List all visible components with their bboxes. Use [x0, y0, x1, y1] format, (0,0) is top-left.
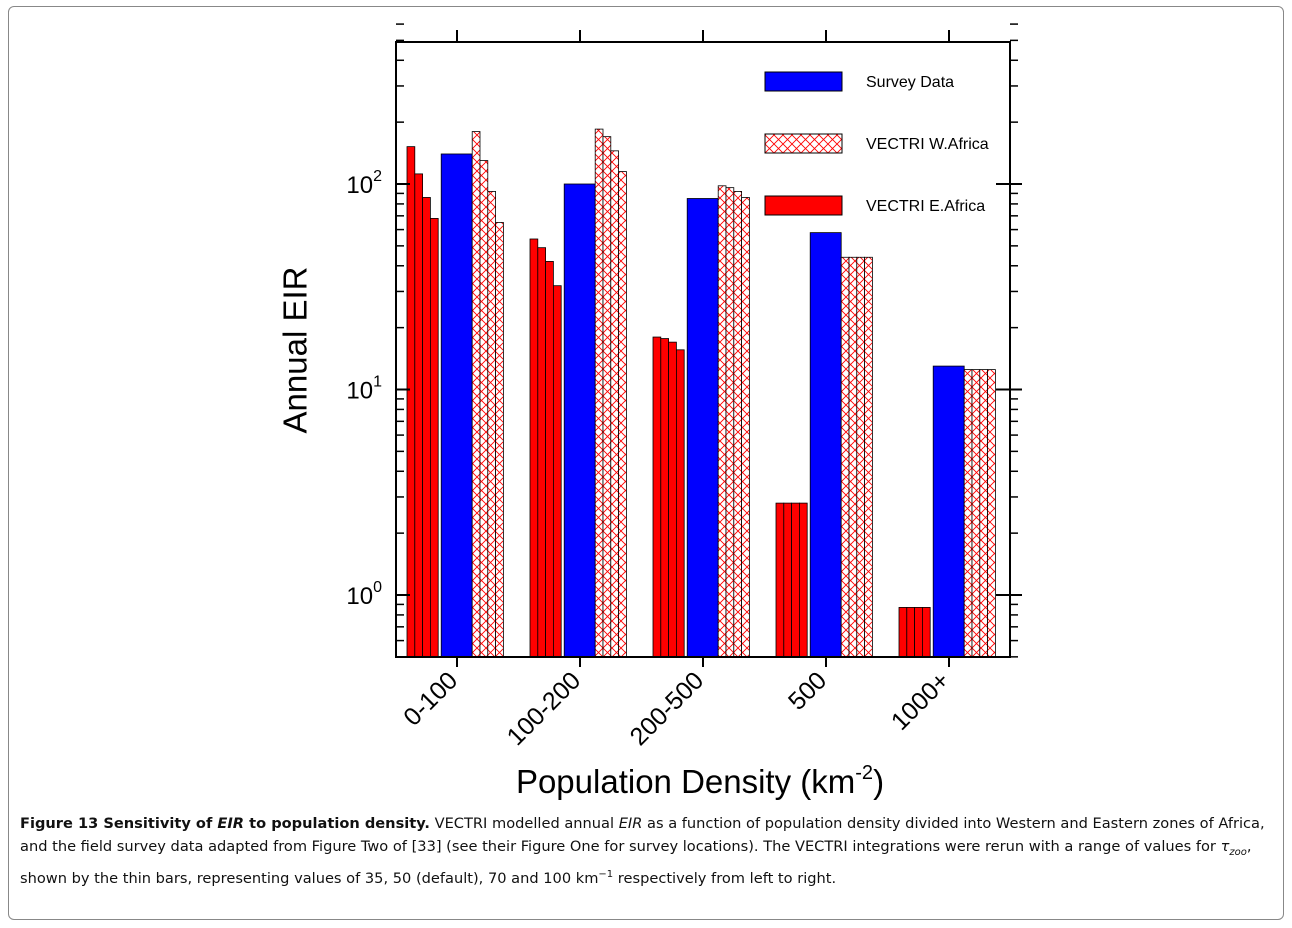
figure-frame [8, 6, 1284, 920]
bar-west-africa-0-100-0 [471, 131, 481, 658]
bar-east-africa-200-500-1 [660, 338, 669, 658]
bar-survey-100-200 [563, 183, 596, 658]
bar-east-africa-0-100-0 [406, 146, 416, 658]
axis-ticks [396, 23, 1022, 667]
bar-west-africa-500-3 [864, 256, 873, 658]
bar-east-africa-500-1 [783, 502, 792, 658]
bar-survey-1000+ [932, 365, 965, 658]
bar-survey-200-500 [686, 198, 719, 658]
bar-west-africa-200-500-0 [717, 185, 727, 658]
legend-swatch-0 [764, 71, 843, 92]
legend-label-2: VECTRI E.Africa [866, 198, 985, 215]
x-tick-label-500: 500 [783, 666, 832, 715]
bar-east-africa-0-100-3 [429, 218, 439, 658]
figure-caption: Figure 13 Sensitivity of EIR to populati… [20, 815, 1265, 887]
bar-east-africa-500-3 [799, 502, 808, 658]
legend: Survey Data VECTRI W.Africa VECTRI E.Afric… [764, 71, 989, 216]
x-axis-label: Population Density (km-2) [516, 762, 884, 800]
bar-west-africa-1000+-0 [963, 369, 973, 658]
bar-east-africa-500-0 [775, 502, 785, 658]
bar-west-africa-100-200-0 [594, 128, 604, 658]
bar-east-africa-100-200-3 [553, 285, 562, 658]
bar-east-africa-1000+-1 [906, 607, 915, 658]
bar-west-africa-200-500-1 [725, 187, 735, 658]
bar-west-africa-100-200-1 [602, 136, 612, 658]
bar-east-africa-1000+-2 [914, 607, 923, 658]
bar-west-africa-200-500-3 [741, 197, 750, 658]
y-tick-label-0: 100 [346, 579, 382, 610]
bar-west-africa-0-100-2 [487, 191, 496, 658]
y-tick-label-1: 101 [346, 374, 382, 405]
legend-swatch-2 [764, 195, 843, 216]
bar-west-africa-500-1 [848, 256, 858, 658]
x-tick-label-1000+: 1000+ [886, 666, 955, 735]
bar-west-africa-100-200-2 [610, 150, 619, 658]
bar-east-africa-1000+-0 [898, 607, 908, 658]
bar-west-africa-100-200-3 [618, 171, 627, 658]
y-tick-label-2: 102 [346, 168, 382, 199]
chart: 100 101 102 0-100 100-200 200-500 500 1000+ Su… [277, 23, 1022, 800]
x-tick-label-200-500: 200-500 [625, 666, 710, 751]
bar-west-africa-0-100-3 [495, 222, 504, 658]
bar-west-africa-0-100-1 [479, 160, 489, 658]
legend-label-0: Survey Data [866, 74, 954, 91]
bar-east-africa-100-200-0 [529, 238, 539, 658]
bars-group [406, 128, 996, 658]
x-tick-labels: 0-100 100-200 200-500 500 1000+ [398, 666, 955, 751]
y-tick-labels: 100 101 102 [346, 168, 382, 610]
bar-east-africa-200-500-3 [676, 349, 685, 658]
bar-survey-0-100 [440, 153, 473, 658]
x-tick-label-0-100: 0-100 [398, 666, 463, 731]
bar-west-africa-500-0 [840, 256, 850, 658]
bar-east-africa-100-200-2 [545, 261, 554, 658]
y-axis-label: Annual EIR [277, 267, 314, 434]
x-tick-label-100-200: 100-200 [502, 666, 587, 751]
bar-east-africa-200-500-0 [652, 336, 662, 658]
bar-east-africa-1000+-3 [922, 607, 931, 658]
bar-east-africa-200-500-2 [668, 341, 677, 658]
bar-east-africa-500-2 [791, 502, 800, 658]
legend-swatch-1 [764, 133, 843, 154]
bar-west-africa-1000+-2 [979, 369, 988, 658]
bar-east-africa-0-100-1 [414, 173, 423, 658]
bar-survey-500 [809, 232, 842, 658]
bar-east-africa-0-100-2 [422, 197, 431, 658]
caption-title: Figure 13 Sensitivity of EIR to populati… [20, 815, 430, 832]
legend-label-1: VECTRI W.Africa [866, 136, 989, 153]
bar-east-africa-100-200-1 [537, 247, 546, 658]
bar-west-africa-1000+-3 [987, 369, 996, 658]
bar-west-africa-1000+-1 [971, 369, 981, 658]
bar-west-africa-200-500-2 [733, 191, 742, 658]
bar-west-africa-500-2 [856, 256, 865, 658]
